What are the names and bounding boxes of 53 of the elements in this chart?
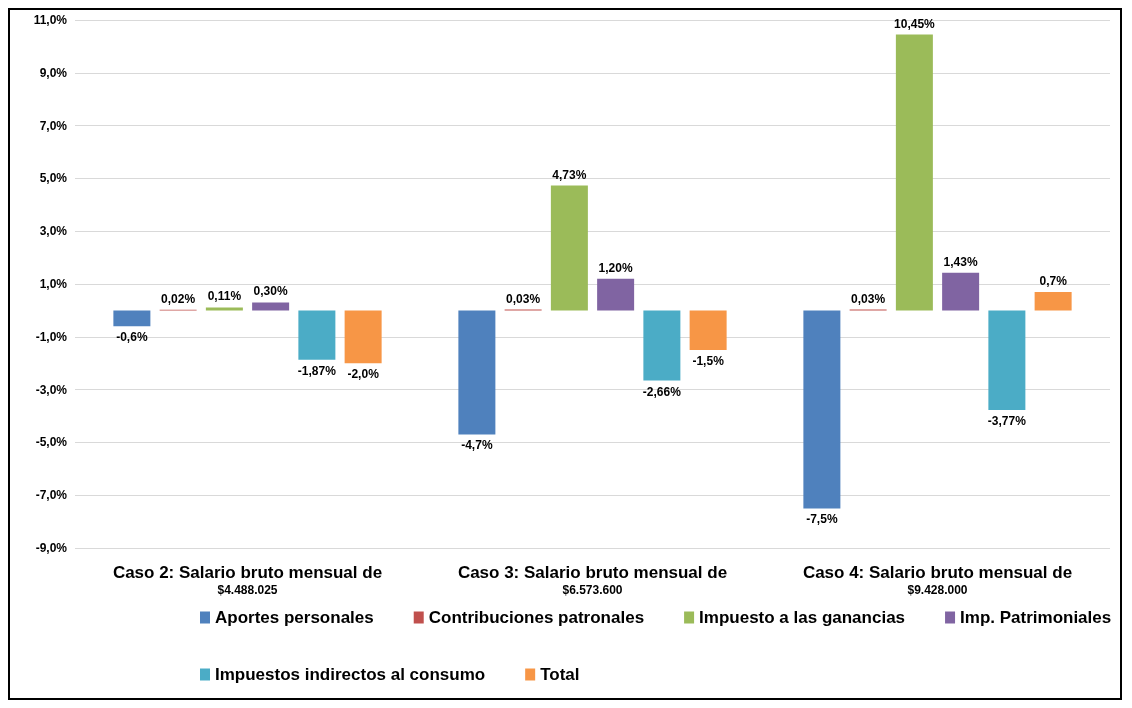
x-tick-label: Caso 4: Salario bruto mensual de $9.428.000 bbox=[802, 562, 1073, 597]
bar bbox=[113, 310, 151, 327]
bar bbox=[298, 310, 336, 360]
legend-label: Impuesto a las ganancias bbox=[699, 608, 906, 627]
data-label: -7,5% bbox=[806, 512, 838, 527]
data-label: 10,45% bbox=[894, 16, 936, 31]
data-label: -2,66% bbox=[642, 384, 682, 399]
data-label: 1,43% bbox=[943, 254, 978, 269]
legend-label: Contribuciones patronales bbox=[428, 608, 645, 627]
data-label: 0,03% bbox=[851, 291, 886, 306]
x-tick-label: Caso 2: Salario bruto mensual de $4.488.025 bbox=[112, 562, 383, 597]
bar bbox=[895, 34, 933, 311]
legend-label: Total bbox=[540, 665, 580, 684]
data-label: -4,7% bbox=[461, 438, 493, 453]
bar bbox=[205, 307, 243, 311]
y-tick-label: -7,0% bbox=[35, 488, 68, 503]
bar bbox=[803, 310, 841, 509]
bar bbox=[344, 310, 382, 364]
bar bbox=[1034, 291, 1072, 311]
y-tick-label: 1,0% bbox=[39, 277, 68, 291]
bar bbox=[988, 310, 1026, 410]
data-label: -0,6% bbox=[116, 330, 148, 345]
data-label: 0,7% bbox=[1039, 273, 1068, 288]
bar bbox=[458, 310, 496, 435]
legend-label: Impuestos indirectos al consumo bbox=[215, 665, 486, 684]
x-tick-label: Caso 3: Salario bruto mensual de $6.573.600 bbox=[457, 562, 728, 597]
y-tick-label: -1,0% bbox=[35, 329, 68, 344]
data-label: -3,77% bbox=[987, 413, 1027, 428]
data-label: 0,03% bbox=[506, 291, 541, 306]
y-tick-label: 7,0% bbox=[39, 118, 68, 133]
y-tick-label: -5,0% bbox=[35, 435, 68, 450]
data-label: 0,30% bbox=[253, 284, 288, 299]
data-label: -1,5% bbox=[692, 354, 725, 368]
bar bbox=[689, 310, 727, 350]
data-label: -2,0% bbox=[347, 367, 380, 382]
data-label: 0,02% bbox=[161, 291, 196, 306]
bar bbox=[252, 302, 290, 311]
y-tick-label: -9,0% bbox=[35, 541, 68, 555]
bar bbox=[643, 310, 681, 381]
data-label: 1,20% bbox=[598, 260, 633, 275]
legend-label: Imp. Patrimoniales bbox=[960, 608, 1112, 627]
legend-label: Aportes personales bbox=[215, 608, 374, 627]
y-tick-label: -3,0% bbox=[35, 382, 68, 397]
bar bbox=[550, 185, 588, 311]
bar bbox=[597, 278, 635, 311]
y-tick-label: 9,0% bbox=[39, 65, 68, 80]
y-tick-label: 5,0% bbox=[39, 171, 68, 186]
y-tick-label: 11,0% bbox=[33, 13, 68, 27]
bar bbox=[942, 272, 980, 311]
data-label: 4,73% bbox=[552, 167, 587, 182]
data-label: 0,11% bbox=[207, 289, 242, 304]
data-label: -1,87% bbox=[297, 363, 337, 378]
y-tick-label: 3,0% bbox=[39, 224, 68, 239]
